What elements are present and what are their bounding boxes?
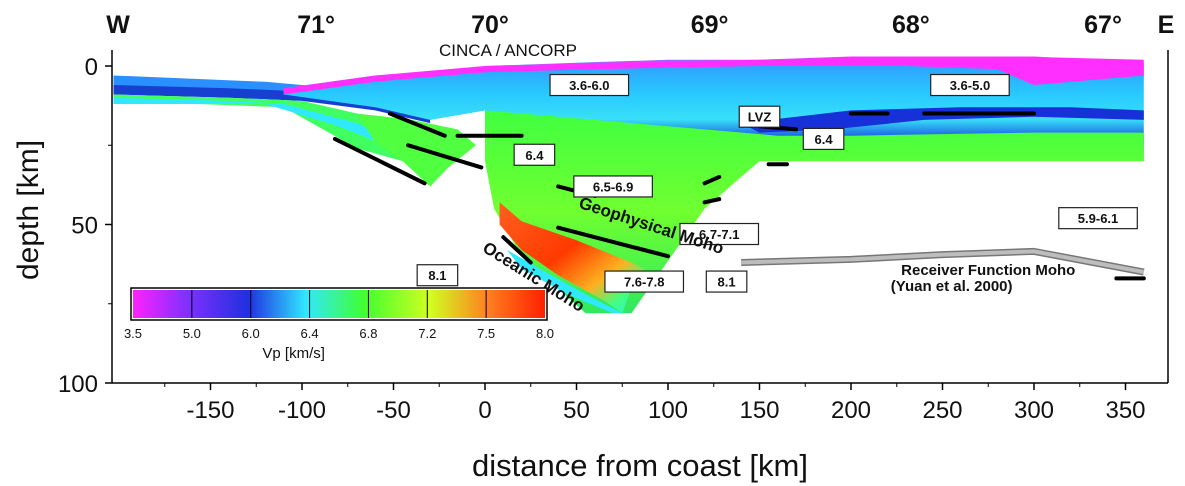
- interface-segment-7: [556, 225, 670, 259]
- velocity-label-text: 3.6-6.0: [569, 78, 609, 93]
- velocity-label-text: 5.9-6.1: [1078, 211, 1118, 226]
- velocity-label-text: LVZ: [748, 110, 772, 125]
- x-tick-label: 300: [1014, 397, 1054, 424]
- x-tick-label: -50: [376, 397, 411, 424]
- colorbar-title: Vp [km/s]: [262, 345, 325, 362]
- west-label: W: [106, 11, 130, 39]
- velocity-label-box: [802, 127, 845, 151]
- velocity-label-text: 6.5-6.9: [593, 179, 633, 194]
- x-tick-label: 200: [831, 397, 871, 424]
- interface-segment-3: [406, 143, 484, 170]
- x-tick-label: 0: [478, 397, 491, 424]
- velocity-label-text: 3.6-5.0: [950, 78, 990, 93]
- colorbar-tick-label: 7.5: [477, 326, 495, 341]
- western-low-velocity-band: [113, 85, 431, 124]
- y-tick-label: 100: [58, 371, 98, 398]
- velocity-label-box: [738, 105, 781, 128]
- x-tick-label: 50: [563, 397, 590, 424]
- annotation-text-2: Receiver Function Moho: [901, 262, 1075, 279]
- velocity-label-box: [604, 270, 685, 293]
- longitude-label: 67°: [1084, 11, 1122, 39]
- colorbar-tick-label: 6.8: [359, 326, 377, 341]
- colorbar-tick-label: 6.4: [301, 326, 319, 341]
- colorbar-tick-label: 7.2: [418, 326, 436, 341]
- velocity-label-box: [416, 264, 459, 287]
- velocity-label-text: 7.6-7.8: [624, 275, 664, 290]
- y-axis-label: depth [km]: [12, 140, 45, 280]
- velocity-label-text: 8.1: [428, 268, 446, 283]
- colorbar-tick-label: 8.0: [536, 326, 554, 341]
- x-axis-label: distance from coast [km]: [472, 448, 808, 483]
- longitude-label: 69°: [691, 11, 729, 39]
- colorbar-tick-label: 5.0: [183, 326, 201, 341]
- interface-segment-2: [332, 136, 427, 186]
- east-label: E: [1158, 11, 1175, 39]
- interface-segment-6: [702, 197, 722, 205]
- sediment-cap: [283, 56, 1144, 95]
- longitude-label: 71°: [297, 11, 335, 39]
- x-tick-label: 350: [1105, 397, 1145, 424]
- x-tick-label: -100: [278, 397, 326, 424]
- y-tick-label: 50: [71, 213, 98, 240]
- velocity-label-box: [930, 73, 1010, 97]
- velocity-label-text: 6.4: [815, 132, 834, 147]
- interface-segment-8: [501, 235, 533, 265]
- annotation-text-3: (Yuan et al. 2000): [891, 278, 1013, 295]
- velocity-label-text: 8.1: [718, 275, 736, 290]
- velocity-label-box: [679, 222, 760, 246]
- western-lower-layer: [113, 94, 431, 162]
- velocity-label-box: [549, 73, 630, 97]
- velocity-label-box: [1058, 207, 1138, 230]
- eastern-lvz-band: [741, 107, 1144, 133]
- velocity-label-box: [705, 270, 748, 293]
- x-tick-label: 250: [922, 397, 962, 424]
- forearc-wedge: [356, 113, 476, 187]
- y-tick-label: 0: [85, 54, 98, 81]
- x-tick-label: -150: [186, 397, 234, 424]
- chart-title: CINCA / ANCORP: [439, 41, 577, 60]
- colorbar-tick-label: 3.5: [124, 326, 142, 341]
- x-tick-label: 100: [648, 397, 688, 424]
- longitude-label: 70°: [471, 11, 509, 39]
- colorbar: [133, 290, 545, 318]
- velocity-label-text: 6.7-7.1: [699, 227, 739, 242]
- interface-segment-5: [702, 174, 722, 186]
- colorbar-tick-label: 6.0: [242, 326, 260, 341]
- velocity-label-box: [513, 143, 556, 166]
- velocity-label-box: [573, 175, 653, 198]
- velocity-label-text: 6.4: [525, 148, 544, 163]
- lower-crust: [485, 110, 1144, 314]
- interface-segment-0: [387, 111, 447, 138]
- x-tick-label: 150: [739, 397, 779, 424]
- receiver-function-moho-line-core: [741, 249, 1145, 274]
- longitude-label: 68°: [892, 11, 930, 39]
- axes: -150 -100 -50 0 50 100 150 200 250 300 350 0 50 100: [58, 50, 1169, 424]
